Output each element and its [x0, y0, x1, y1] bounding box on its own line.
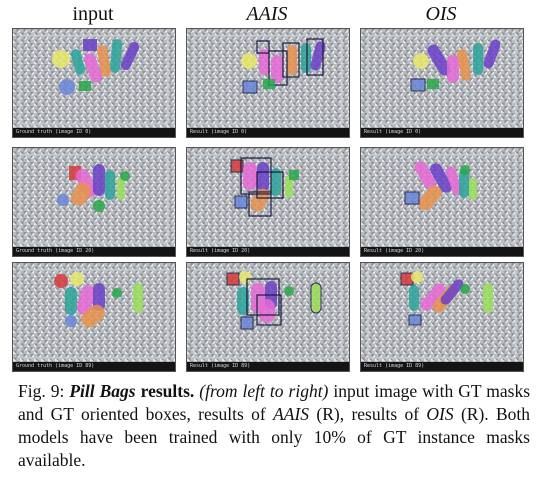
panel-row2-aais: Result (image ID 20): [186, 147, 350, 257]
figure-label: Fig. 9:: [18, 381, 65, 401]
column-header-ois: OIS: [425, 3, 457, 25]
tray: [367, 269, 517, 359]
panel-row3-aais: Result (image ID 89): [186, 262, 350, 372]
status-bar: Result (image ID 20): [361, 247, 523, 256]
caption-aais: AAIS: [273, 404, 310, 424]
tray: [193, 35, 343, 125]
panel-row2-input: Ground truth (image ID 20): [12, 147, 176, 257]
status-bar: Result (image ID 20): [187, 247, 349, 256]
tray: [367, 35, 517, 125]
pill-overlay: [230, 157, 299, 217]
status-bar: Ground truth (image ID 89): [13, 362, 175, 371]
caption-text-1: input image with GT masks and GT oriente…: [18, 381, 531, 424]
panel-row2-ois: Result (image ID 20): [360, 147, 524, 257]
pill-overlay: [54, 272, 143, 328]
panel-row1-input: Ground truth (image ID 0): [12, 28, 176, 138]
panel-row3-ois: Result (image ID 89): [360, 262, 524, 372]
pill-overlay: [400, 271, 493, 326]
column-header-aais: AAIS: [246, 3, 288, 25]
tray: [193, 154, 343, 244]
status-bar: Ground truth (image ID 0): [13, 128, 175, 137]
pill-overlay: [52, 39, 140, 95]
caption-ois: OIS: [426, 404, 454, 424]
status-bar: Result (image ID 0): [361, 128, 523, 137]
column-header-input: input: [72, 3, 114, 25]
caption-direction: (from left to right): [199, 381, 329, 401]
pill-overlay: [241, 38, 326, 94]
tray: [19, 35, 169, 125]
pill-overlay: [57, 164, 130, 212]
caption-text-3: (R). Both models have been trained with …: [18, 404, 531, 470]
tray: [19, 154, 169, 244]
status-bar: Result (image ID 89): [187, 362, 349, 371]
caption-text-2: (R), results of: [316, 404, 420, 424]
pill-overlay: [404, 161, 477, 211]
caption-title: Pill Bags: [69, 381, 136, 401]
tray: [19, 269, 169, 359]
tray: [193, 269, 343, 359]
status-bar: Ground truth (image ID 20): [13, 247, 175, 256]
status-bar: Result (image ID 89): [361, 362, 523, 371]
panel-row1-ois: Result (image ID 0): [360, 28, 524, 138]
pill-overlay: [226, 271, 322, 330]
panel-row1-aais: Result (image ID 0): [186, 28, 350, 138]
caption-title-suffix: results.: [140, 381, 195, 401]
panel-row3-input: Ground truth (image ID 89): [12, 262, 176, 372]
figure-caption: Fig. 9: Pill Bags results. (from left to…: [18, 380, 530, 472]
status-bar: Result (image ID 0): [187, 128, 349, 137]
tray: [367, 154, 517, 244]
pill-overlay: [410, 39, 501, 92]
